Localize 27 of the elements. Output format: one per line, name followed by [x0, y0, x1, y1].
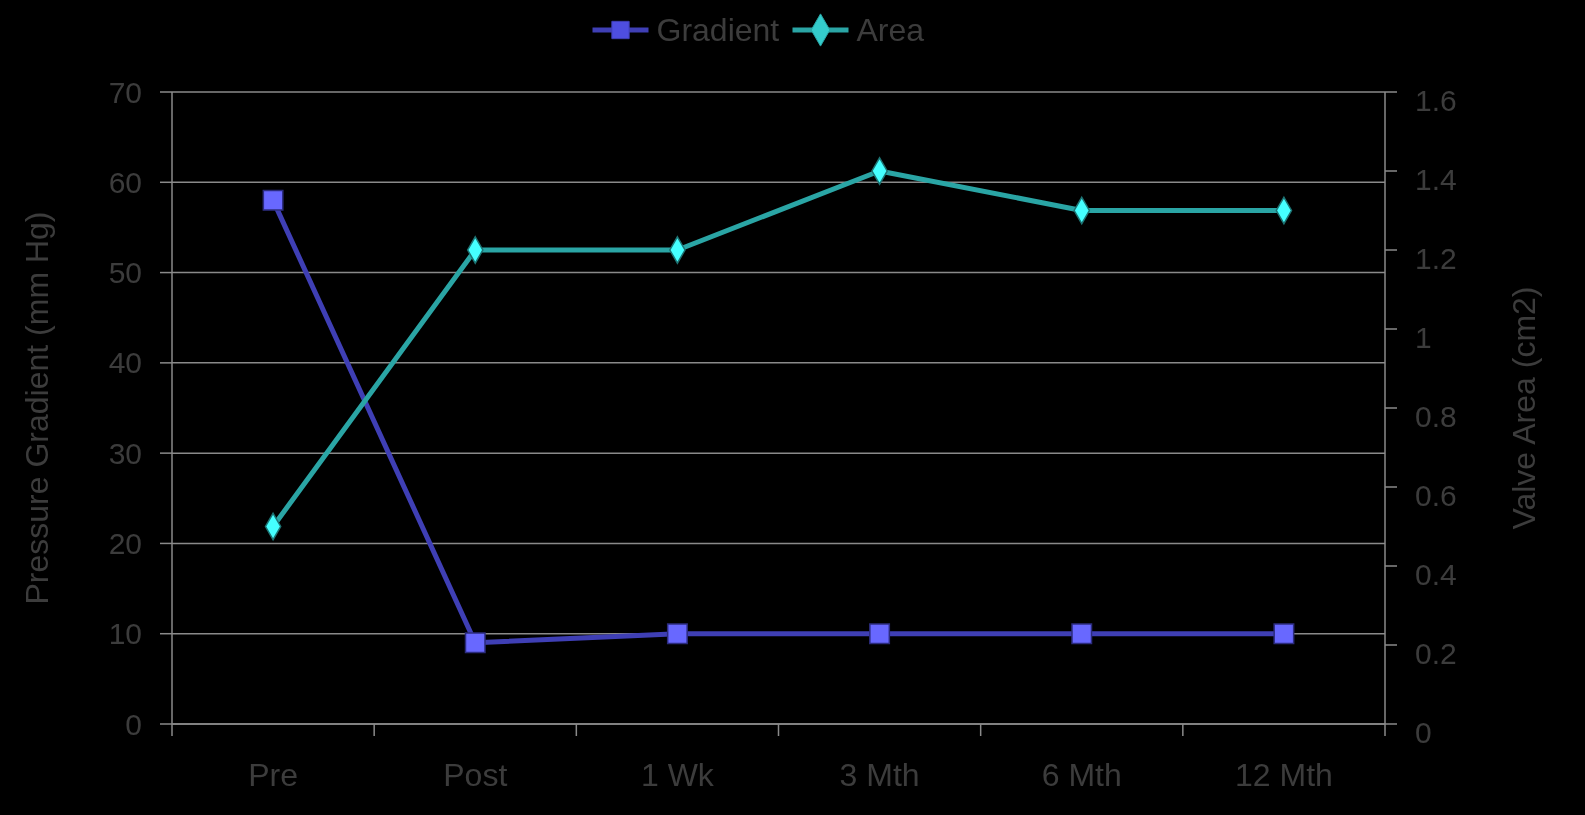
legend-label: Gradient [656, 12, 780, 49]
y-tick-label: 40 [108, 346, 142, 380]
x-tick-label: 3 Mth [839, 757, 920, 793]
y-tick-label: 60 [108, 165, 142, 199]
y-tick-label: 20 [108, 526, 142, 560]
y2-tick-label: 1 [1415, 320, 1432, 354]
y-tick-label: 50 [108, 256, 142, 290]
y-tick-label: 10 [108, 617, 142, 651]
y2-tick-label: 0.6 [1415, 478, 1457, 512]
x-tick-label: 12 Mth [1235, 757, 1333, 793]
y-tick-label: 70 [108, 75, 142, 109]
x-tick-label: Post [443, 757, 508, 793]
y2-tick-label: 1.2 [1415, 241, 1457, 275]
y2-tick-label: 0.4 [1415, 557, 1457, 591]
y-axis-title: Pressure Gradient (mm Hg) [19, 211, 55, 605]
y2-tick-label: 1.4 [1415, 162, 1457, 196]
x-tick-label: Pre [248, 757, 298, 793]
y-tick-label: 0 [125, 707, 142, 741]
x-tick-label: 1 Wk [640, 757, 715, 793]
y2-tick-label: 0 [1415, 715, 1432, 749]
y2-tick-label: 1.6 [1415, 83, 1457, 117]
x-tick-label: 6 Mth [1041, 757, 1122, 793]
y2-tick-label: 0.2 [1415, 636, 1457, 670]
legend-label: Area [856, 12, 925, 49]
y-tick-label: 30 [108, 436, 142, 470]
y2-tick-label: 0.8 [1415, 399, 1457, 433]
y2-axis-title: Valve Area (cm2) [1506, 286, 1542, 530]
